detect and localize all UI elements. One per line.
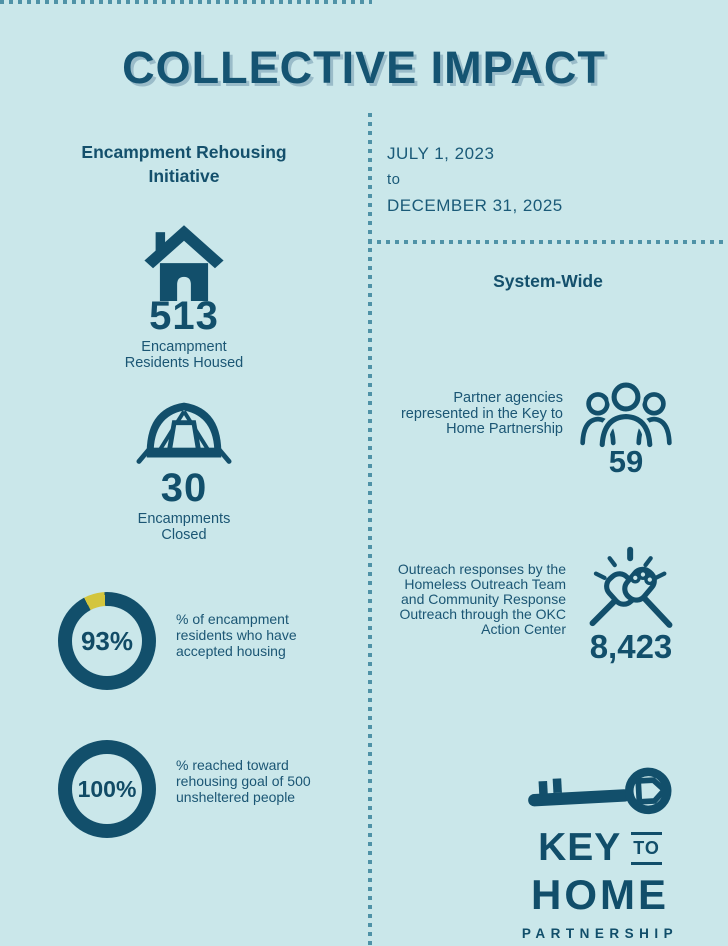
date-end: DECEMBER 31, 2025: [387, 196, 563, 215]
logo-word-key: KEY: [538, 826, 622, 869]
page-title: COLLECTIVE IMPACT: [122, 42, 606, 93]
people-group-icon: [578, 379, 674, 453]
donut-chart-accepted-housing: 93%: [58, 592, 156, 690]
key-to-home-logo: KEY TO HOME PARTNERSHIP: [505, 764, 695, 941]
stat-label-partner-agencies: Partner agencies represented in the Key …: [400, 390, 563, 437]
date-start: JULY 1, 2023: [387, 144, 495, 163]
stat-value-partner-agencies: 59: [608, 444, 644, 479]
logo-word-to: TO: [631, 831, 662, 865]
logo-word-home: HOME: [531, 871, 669, 918]
stat-label-encampments-closed: Encampments Closed: [137, 511, 231, 543]
donut-hole: [72, 754, 142, 824]
tent-icon: [0, 396, 368, 473]
logo-line-key-to: KEY TO: [505, 826, 695, 870]
house-icon: [0, 224, 368, 309]
stat-label-residents-housed: Encampment Residents Housed: [124, 339, 244, 371]
dotted-divider-vertical: [368, 113, 372, 946]
date-connector: to: [387, 171, 401, 188]
logo-word-partnership: PARTNERSHIP: [521, 926, 679, 941]
donut-chart-rehousing-goal: 100%: [58, 740, 156, 838]
date-range: JULY 1, 2023 to DECEMBER 31, 2025: [387, 141, 687, 219]
stat-value-encampments-closed: 30: [160, 466, 208, 510]
donut-hole: [72, 606, 142, 676]
donut-label-accepted-housing: % of encampment residents who have accep…: [176, 611, 297, 659]
stat-value-residents-housed: 513: [149, 294, 219, 338]
dotted-divider-top-left: [0, 0, 372, 4]
clasped-hands-icon: [584, 543, 678, 640]
key-icon: [505, 764, 695, 824]
left-section-heading: Encampment Rehousing Initiative: [81, 142, 287, 186]
donut-label-rehousing-goal: % reached toward rehousing goal of 500 u…: [176, 757, 311, 805]
donut-value-accepted-housing: 93%: [80, 625, 134, 656]
stat-value-outreach-responses: 8,423: [589, 628, 673, 665]
dotted-divider-right: [368, 240, 728, 244]
donut-value-rehousing-goal: 100%: [77, 775, 137, 802]
right-section-heading: System-Wide: [493, 271, 603, 291]
stat-label-outreach-responses: Outreach responses by the Homeless Outre…: [397, 561, 566, 637]
